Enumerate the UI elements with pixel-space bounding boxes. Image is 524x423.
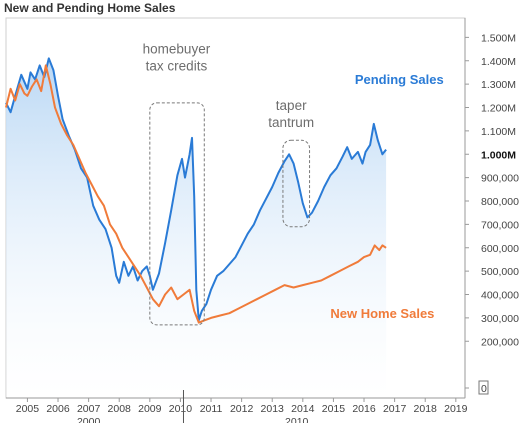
x-tick-label-0: 2005 (16, 403, 40, 415)
y-tick-label-2: 300,000 (481, 313, 519, 325)
y-tick-label-6: 700,000 (481, 219, 519, 231)
series-line-1 (5, 64, 387, 324)
annotation-text-1-0: taper (276, 98, 307, 113)
y-tick-label-0: 0 (481, 383, 487, 395)
x-tick-label-4: 2009 (138, 403, 162, 415)
annotation-box-taper (282, 139, 311, 228)
series-label-0: Pending Sales (355, 72, 444, 87)
x-tick-label-6: 2011 (200, 403, 223, 415)
x-tick-label-7: 2012 (230, 403, 254, 415)
x-tick-label-9: 2014 (291, 403, 315, 415)
x-tick-label-2: 2007 (77, 403, 101, 415)
x-tick-label-12: 2017 (383, 403, 407, 415)
era-label-1: 2010 (285, 416, 309, 423)
x-tick-label-1: 2006 (46, 403, 70, 415)
x-tick-label-10: 2015 (322, 403, 346, 415)
x-tick-label-5: 2010 (169, 403, 193, 415)
annotation-text-0-1: tax credits (146, 59, 208, 74)
series-area-0 (6, 58, 387, 398)
y-tick-label-1: 200,000 (481, 336, 519, 348)
y-tick-label-12: 1.300M (481, 79, 516, 91)
annotation-text-1-1: tantrum (268, 115, 314, 130)
y-tick-label-14: 1.500M (481, 32, 516, 44)
series-line-0 (5, 57, 387, 322)
x-tick-label-3: 2008 (108, 403, 132, 415)
y-tick-label-10: 1.100M (481, 126, 516, 138)
series-label-1: New Home Sales (330, 306, 434, 321)
y-tick-label-4: 500,000 (481, 266, 519, 278)
x-tick-label-8: 2013 (261, 403, 285, 415)
y-tick-label-11: 1.200M (481, 103, 516, 115)
y-tick-label-13: 1.400M (481, 56, 516, 68)
annotation-text-0-0: homebuyer (143, 42, 211, 57)
y-tick-label-5: 600,000 (481, 243, 519, 255)
y-tick-label-9: 1.000M (481, 149, 516, 161)
y-tick-label-8: 900,000 (481, 173, 519, 185)
chart-title: New and Pending Home Sales (4, 1, 176, 15)
x-tick-label-14: 2019 (444, 403, 468, 415)
era-label-0: 2000 (77, 416, 101, 423)
y-tick-label-7: 800,000 (481, 196, 519, 208)
y-tick-label-3: 400,000 (481, 290, 519, 302)
x-tick-label-11: 2016 (352, 403, 376, 415)
x-tick-label-13: 2018 (414, 403, 438, 415)
annotation-box-tax-credits (149, 102, 205, 326)
y-zero-box (478, 380, 489, 395)
